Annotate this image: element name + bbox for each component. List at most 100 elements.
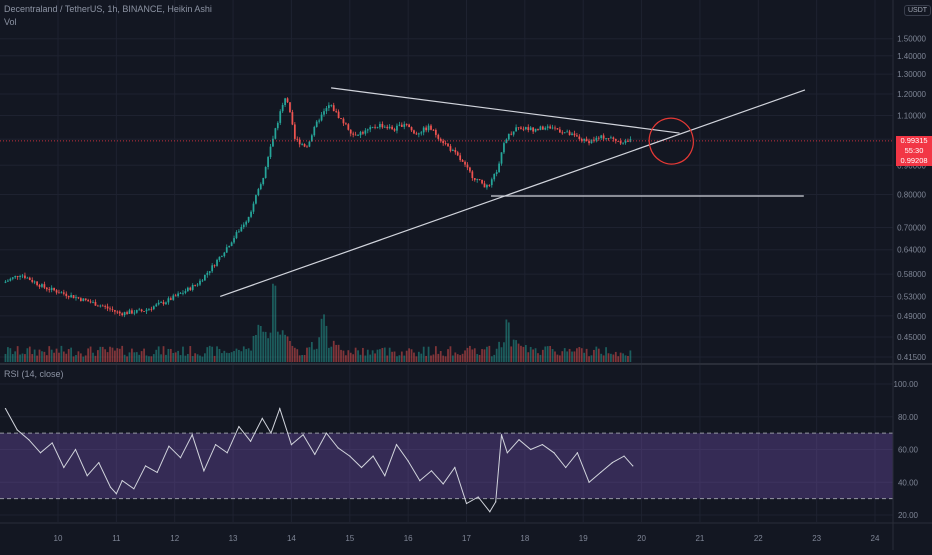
volume-bar [48,346,51,362]
x-tick-label: 10 [54,534,63,543]
volume-bar [503,342,505,362]
volume-bar [449,346,452,362]
candle-body [605,138,607,139]
candle-body [225,247,228,253]
candle-body [342,118,345,124]
candle-body [7,280,9,282]
volume-bar [422,346,425,362]
candle-body [267,157,269,167]
volume-bar [19,354,21,362]
currency-label[interactable]: USDT [904,5,932,16]
candle-body [493,174,496,180]
candle-body [595,137,598,141]
candle-body [118,311,121,314]
volume-bar [296,349,299,362]
candle-body [84,298,87,301]
rsi-point [349,455,351,457]
candle-body [174,295,177,297]
drawings[interactable] [220,87,806,298]
volume-bar [79,353,82,362]
candle-body [415,133,418,135]
volume-bar [420,353,423,362]
candle-body [473,178,476,180]
candle-body [437,134,440,139]
volume-bar [381,347,384,362]
volume-bar [203,353,206,362]
candle-body [315,121,318,127]
y-tick-label: 0.41500 [897,353,926,362]
candle-body [417,133,420,135]
candle-body [67,295,70,298]
volume-bar [515,340,517,362]
volume-bar [551,349,554,362]
volume-bar [342,350,345,362]
rsi-point [611,462,613,464]
x-tick-label: 22 [754,534,763,543]
rsi-point [16,429,18,431]
volume-bar [493,354,496,362]
candle-body [11,277,14,279]
volume-bar [318,337,321,362]
volume-bar [135,352,138,362]
volume-bar [622,353,624,362]
candle-body [43,284,46,288]
volume-bar [262,331,265,362]
volume-bar [588,356,590,362]
candle-body [602,135,605,139]
volume-bar [4,353,7,362]
candle-body [9,278,12,281]
x-tick-label: 14 [287,534,296,543]
volume-bar [267,338,269,362]
candle-body [422,127,425,133]
candle-body [486,184,488,188]
rsi-point [360,466,363,469]
volume-bar [177,350,179,362]
rsi-point [576,452,578,454]
volume-bar [84,355,87,362]
rsi-point [51,442,53,444]
candle-body [425,127,428,131]
candle-body [58,292,60,294]
candle-body [405,124,408,126]
volume-bar [432,354,435,362]
volume-bar [45,355,48,362]
candle-body [597,137,600,139]
y-tick-label: 0.70000 [897,224,926,233]
candle-body [24,275,26,279]
volume-bar [272,283,274,362]
candle-body [512,131,515,135]
candle-body [490,179,493,186]
candle-body [551,127,554,129]
candle-body [250,211,252,217]
candle-body [546,126,549,128]
x-tick-label: 11 [112,534,121,543]
volume-bar [101,346,104,362]
volume-bar [133,352,136,362]
rsi-point [4,407,7,410]
volume-bar [444,356,447,362]
volume-bar [194,353,197,362]
volume-bar [495,348,498,362]
candle-body [393,129,396,131]
candle-body [617,140,620,142]
volume-bar [140,351,143,362]
candle-body [281,105,284,112]
volume-bars [4,283,632,362]
candle-body [544,127,547,130]
rsi-point [168,445,170,447]
candle-body [274,128,277,139]
candle-body [318,120,321,122]
candle-body [284,98,286,106]
candle-body [36,281,38,286]
volume-bar [138,354,141,362]
candle-body [286,98,289,103]
candle-body [298,139,301,145]
volume-bar [298,355,301,362]
y-tick-label: 0.53000 [897,292,926,301]
volume-bar [274,285,277,362]
rsi-band [0,432,893,500]
rsi-point [261,417,263,419]
volume-bar [561,351,564,362]
